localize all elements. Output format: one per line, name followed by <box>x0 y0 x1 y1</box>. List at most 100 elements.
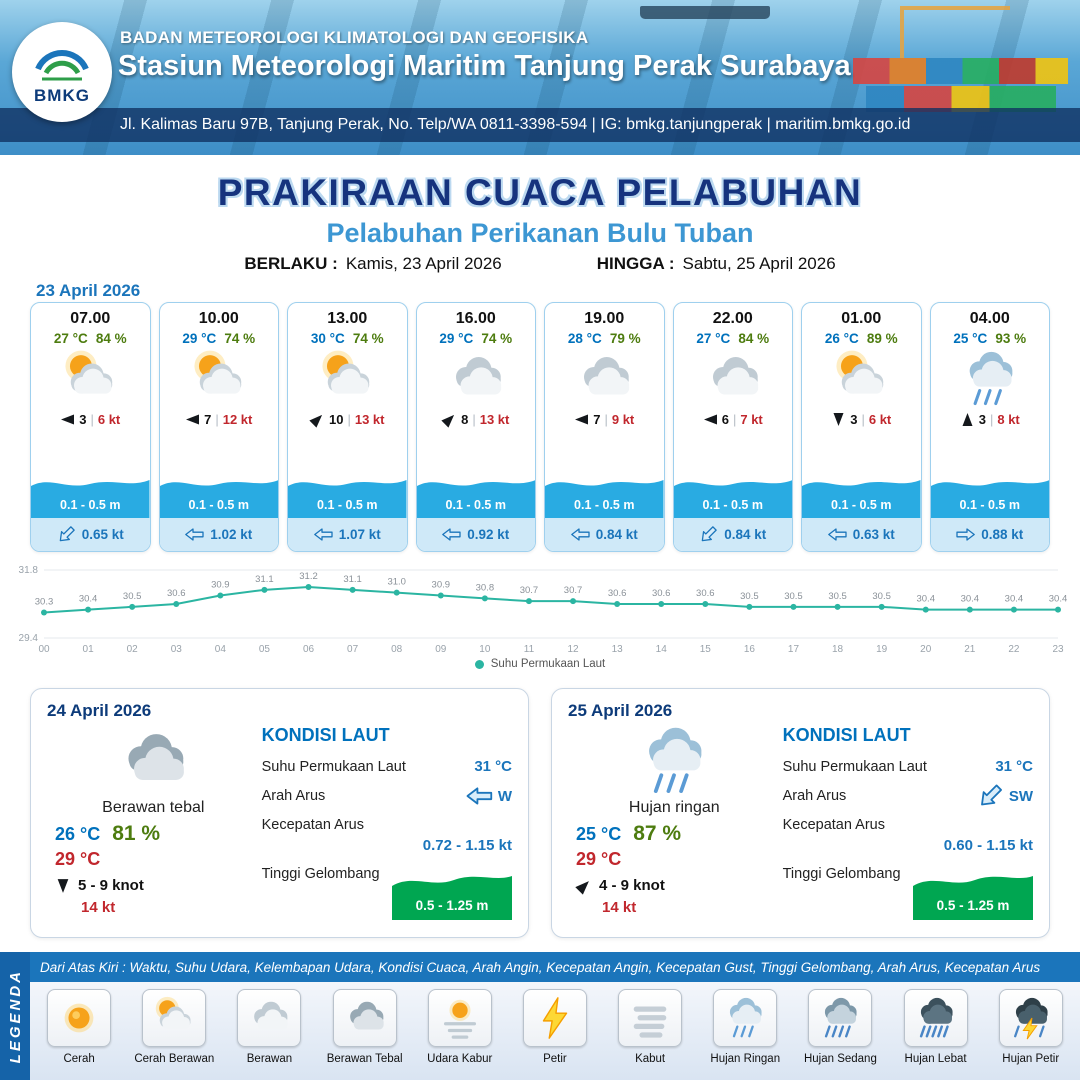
current-direction-icon <box>313 528 333 541</box>
wave-shape-icon <box>288 480 407 518</box>
legend-item: Petir <box>509 989 601 1065</box>
sea-conditions-column: KONDISI LAUT Suhu Permukaan Laut 31 °C A… <box>252 723 512 920</box>
wave-height-band: 0.1 - 0.5 m <box>416 468 535 518</box>
wave-height-row: Tinggi Gelombang 0.5 - 1.25 m <box>783 866 1033 920</box>
wind-row: 5 - 9 knot <box>55 877 144 894</box>
wind-row: 3 | 6 kt <box>831 412 891 427</box>
wave-height-value: 0.1 - 0.5 m <box>188 498 249 512</box>
svg-text:30.4: 30.4 <box>1049 594 1068 605</box>
svg-text:30.8: 30.8 <box>476 582 495 593</box>
forecast-card: 07.00 27 °C 84 % 3 | 6 kt 0.1 - 0.5 m 0.… <box>30 302 151 552</box>
series-name: Suhu Permukaan Laut <box>490 658 606 670</box>
legend-weather-icon <box>817 995 863 1041</box>
svg-text:30.5: 30.5 <box>740 591 759 602</box>
wave-height-band: 0.1 - 0.5 m <box>159 468 278 518</box>
wind-direction-icon <box>832 412 845 427</box>
current-speed-label: Kecepatan Arus <box>782 817 885 833</box>
svg-text:18: 18 <box>832 644 844 655</box>
forecast-time: 10.00 <box>198 310 239 327</box>
bmkg-logo-text: BMKG <box>34 86 90 105</box>
panel-body: Hujan ringan 25 °C 87 % 29 °C 4 - 9 knot… <box>568 723 1033 920</box>
legend-note: Dari Atas Kiri : Waktu, Suhu Udara, Kele… <box>30 952 1080 982</box>
svg-text:21: 21 <box>964 644 976 655</box>
legend-icon-box <box>808 989 873 1047</box>
svg-text:31.2: 31.2 <box>299 571 318 582</box>
sst-row: Suhu Permukaan Laut 31 °C <box>783 758 1033 775</box>
forecast-card: 16.00 29 °C 74 % 8 | 13 kt 0.1 - 0.5 m 0… <box>415 302 536 552</box>
wave-height-value: 0.1 - 0.5 m <box>831 498 892 512</box>
legend-icon-box <box>998 989 1063 1047</box>
legend-label: Kabut <box>635 1053 666 1065</box>
svg-text:30.6: 30.6 <box>608 588 627 599</box>
svg-text:15: 15 <box>700 644 712 655</box>
current-speed: 1.02 kt <box>210 527 253 542</box>
current-speed: 0.84 kt <box>724 527 767 542</box>
max-temperature: 29 °C <box>55 849 101 869</box>
wave-height-band: 0.1 - 0.5 m <box>31 468 150 518</box>
wave-height-band: 0.1 - 0.5 m <box>802 468 921 518</box>
wind-speed: 3 <box>850 412 858 427</box>
current-direction-icon <box>827 528 847 541</box>
air-temperature: 27 °C <box>696 331 731 346</box>
svg-text:30.4: 30.4 <box>916 594 935 605</box>
svg-text:12: 12 <box>567 644 579 655</box>
svg-text:20: 20 <box>920 644 932 655</box>
wave-height-band: 0.1 - 0.5 m <box>545 468 664 518</box>
legend-icon-box <box>522 989 587 1047</box>
svg-text:31.8: 31.8 <box>19 565 39 576</box>
wind-row: 3 | 8 kt <box>960 412 1020 427</box>
legend-icon-box <box>47 989 112 1047</box>
svg-text:29.4: 29.4 <box>19 633 39 644</box>
temp-humidity-row: 29 °C 74 % <box>182 331 255 346</box>
legend-weather-icon <box>722 995 768 1041</box>
weather-icon <box>622 723 726 799</box>
sst-line-chart: 31.8 29.4 30.3 00 30.4 01 30.5 02 30.6 03 30.9 04 31… <box>19 565 1068 655</box>
current-direction-value: W <box>497 787 512 805</box>
wind-row: 4 - 9 knot <box>575 877 665 895</box>
svg-text:30.5: 30.5 <box>828 591 847 602</box>
forecast-date-label: 23 April 2026 <box>36 281 141 300</box>
wave-height-value: 0.1 - 0.5 m <box>445 498 506 512</box>
forecast-card: 10.00 29 °C 74 % 7 | 12 kt 0.1 - 0.5 m 1… <box>158 302 279 552</box>
sst-value: 31 °C <box>474 758 512 775</box>
sst-row: Suhu Permukaan Laut 31 °C <box>262 758 512 775</box>
legend-icon-box <box>142 989 207 1047</box>
wind-speed: 3 <box>79 412 87 427</box>
legend-weather-icon <box>151 995 197 1041</box>
station-name: Stasiun Meteorologi Maritim Tanjung Pera… <box>118 50 851 82</box>
wind-speed: 7 <box>204 412 212 427</box>
svg-text:30.4: 30.4 <box>1005 594 1024 605</box>
current-speed-value: 0.72 - 1.15 kt <box>422 837 512 854</box>
current-speed-row: Kecepatan Arus 0.72 - 1.15 kt <box>262 817 512 854</box>
separator: | <box>732 412 737 427</box>
current-row: 0.84 kt <box>545 518 664 551</box>
validity-until: HINGGA : Sabtu, 25 April 2026 <box>597 254 836 274</box>
current-row: 0.92 kt <box>416 518 535 551</box>
wave-height-value: 0.1 - 0.5 m <box>60 498 121 512</box>
wind-gust: 12 kt <box>222 412 253 427</box>
wave-height-value: 0.1 - 0.5 m <box>574 498 635 512</box>
svg-text:19: 19 <box>876 644 888 655</box>
legend-item: Cerah <box>33 989 125 1065</box>
legend-item: Cerah Berawan <box>128 989 220 1065</box>
legend-weather-icon <box>342 995 388 1041</box>
max-temperature: 29 °C <box>576 849 622 869</box>
wind-speed: 10 <box>329 412 344 427</box>
legend-icon-box <box>618 989 683 1047</box>
wind-gust: 8 kt <box>997 412 1020 427</box>
wave-height-value: 0.1 - 0.5 m <box>959 498 1020 512</box>
current-speed-label: Kecepatan Arus <box>261 817 364 833</box>
air-temperature: 26 °C <box>824 331 859 346</box>
humidity: 87 % <box>633 822 682 845</box>
svg-text:08: 08 <box>391 644 403 655</box>
current-direction-icon <box>442 528 461 541</box>
wind-speed: 6 <box>721 412 729 427</box>
current-direction-icon <box>185 528 204 541</box>
wave-height-value: 0.5 - 1.25 m <box>936 898 1010 913</box>
wind-range: 4 - 9 knot <box>599 877 665 894</box>
separator: | <box>90 412 94 427</box>
weather-icon <box>309 348 385 410</box>
wind-direction-icon <box>56 878 70 894</box>
current-row: 1.02 kt <box>159 518 278 551</box>
hingga-value: Sabtu, 25 April 2026 <box>682 254 836 273</box>
